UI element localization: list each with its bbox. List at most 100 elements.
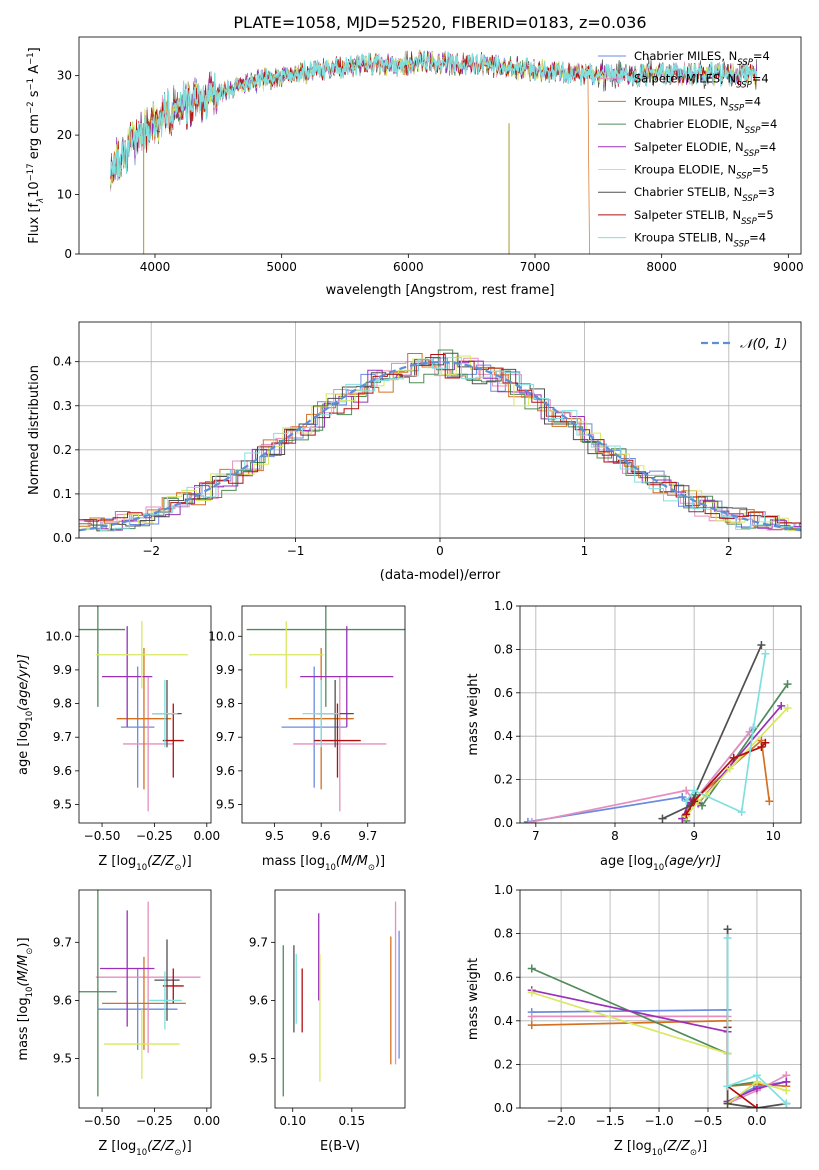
- x-tick-label: 0.00: [193, 1114, 220, 1128]
- y-tick-label: 9.5: [53, 1052, 72, 1066]
- y-tick-label: 1.0: [494, 599, 513, 613]
- spectrum-plot-area: [110, 49, 758, 254]
- y-tick-label: 0.8: [494, 642, 513, 656]
- x-tick-label: 7: [532, 829, 540, 843]
- y-tick-label: 9.7: [216, 730, 235, 744]
- weight-marker: [737, 808, 746, 817]
- mass-vs-Z-y-axis-label: mass [log10(M/M⊙)]: [16, 937, 35, 1060]
- y-tick-label: 9.8: [53, 697, 72, 711]
- y-tick-label: 0.6: [494, 686, 513, 700]
- x-tick-label: 7000: [520, 260, 551, 274]
- weight-marker: [658, 814, 667, 823]
- weight-marker: [749, 723, 758, 732]
- y-tick-label: 30: [57, 69, 72, 83]
- y-tick-label: 9.9: [216, 663, 235, 677]
- weight-marker: [527, 817, 536, 823]
- x-tick-label: 10: [766, 829, 781, 843]
- weight-marker: [725, 764, 734, 773]
- weight-marker: [527, 964, 536, 973]
- y-tick-label: 9.8: [216, 697, 235, 711]
- y-tick-label: 9.7: [53, 935, 72, 949]
- age-vs-Z-y-axis-label: age [log10(age/yr)]: [16, 654, 35, 775]
- x-tick-label: 9.5: [265, 829, 284, 843]
- mass-vs-ebv-frame: [274, 889, 406, 1109]
- legend-entry-label: Salpeter MILES, NSSP=4: [634, 72, 769, 91]
- weight-marker: [682, 797, 691, 806]
- residuals-plot-area: [79, 349, 801, 532]
- x-tick-label: 5000: [266, 260, 297, 274]
- spectrum-line-8: [110, 51, 758, 181]
- x-tick-label: 0.0: [747, 1114, 766, 1128]
- x-tick-label: 8000: [646, 260, 677, 274]
- weight-marker: [690, 797, 699, 806]
- mass-weight-vs-Z-frame: [519, 889, 802, 1109]
- residuals-x-axis-label: (data-model)/error: [380, 568, 501, 583]
- mass-vs-ebv-plot-area: [282, 901, 400, 1097]
- y-tick-label: 0.0: [494, 1101, 513, 1115]
- mass-weight-vs-Z-y-axis-label: mass weight: [466, 958, 481, 1040]
- x-tick-label: 1: [581, 544, 589, 558]
- y-tick-label: 9.6: [53, 993, 72, 1007]
- y-tick-label: 9.7: [249, 935, 268, 949]
- y-tick-label: 9.5: [249, 1052, 268, 1066]
- y-tick-label: 10.0: [208, 629, 235, 643]
- y-tick-label: 0.0: [53, 531, 72, 545]
- y-tick-label: 0.4: [494, 729, 513, 743]
- y-tick-label: 0: [64, 247, 72, 261]
- weight-marker: [783, 680, 792, 689]
- mass-weight-vs-Z-plot-area: [527, 925, 791, 1108]
- y-tick-label: 0.4: [53, 355, 72, 369]
- y-tick-label: 0.1: [53, 487, 72, 501]
- weight-marker: [752, 1071, 761, 1080]
- x-tick-label: 2: [725, 544, 733, 558]
- mass-vs-Z-plot-area: [79, 890, 201, 1097]
- mass-vs-ebv-axes: 0.10 0.15 9.5 9.6 9.7: [249, 889, 406, 1128]
- legend-entry-label: Kroupa ELODIE, NSSP=5: [634, 163, 769, 182]
- x-tick-label: 0.10: [279, 1114, 306, 1128]
- x-tick-label: −2.0: [547, 1114, 576, 1128]
- age-vs-Z-x-axis-label: Z [log10(Z/Z⊙)]: [98, 854, 191, 873]
- y-tick-label: 20: [57, 128, 72, 142]
- mass-weight-vs-age-axes: 7 8 9 10 0.0 0.2 0.4 0.6 0.8 1.0: [494, 599, 802, 843]
- x-tick-label: 9000: [773, 260, 804, 274]
- histogram-step-line-4: [79, 357, 801, 531]
- weight-marker: [527, 988, 536, 997]
- weight-marker: [783, 703, 792, 712]
- y-tick-label: 0.6: [494, 970, 513, 984]
- weight-line-7: [726, 1027, 758, 1108]
- y-tick-label: 9.6: [53, 764, 72, 778]
- x-tick-label: 9.6: [312, 829, 331, 843]
- mass-weight-vs-Z-axes: −2.0 −1.5 −1.0 −0.5 0.0 0.0 0.2 0.4 0.6 0.8 1.0: [494, 883, 802, 1128]
- legend-entry-label: Kroupa MILES, NSSP=4: [634, 94, 761, 113]
- y-tick-label: 10.0: [45, 629, 72, 643]
- histogram-step-line-5: [80, 355, 801, 532]
- weight-marker: [678, 792, 687, 801]
- x-tick-label: −1: [287, 544, 305, 558]
- legend-entry-label: Salpeter STELIB, NSSP=5: [634, 208, 774, 227]
- mass-weight-vs-Z-x-axis-label: Z [log10(Z/Z⊙)]: [614, 1139, 707, 1158]
- y-tick-label: 9.9: [53, 663, 72, 677]
- y-tick-label: 0.0: [494, 816, 513, 830]
- age-vs-mass-frame: [241, 605, 406, 824]
- weight-marker: [723, 925, 732, 934]
- histogram-step-line-3: [79, 349, 801, 531]
- mass-weight-vs-age-x-axis-label: age [log10(age/yr)]: [600, 854, 721, 873]
- mass-vs-Z-frame: [78, 889, 212, 1109]
- weight-line-8: [726, 938, 787, 1105]
- weight-marker: [690, 786, 699, 795]
- x-tick-label: 6000: [393, 260, 424, 274]
- age-vs-Z-plot-area: [79, 606, 188, 812]
- x-tick-label: 0.00: [193, 829, 220, 843]
- weight-marker: [729, 753, 738, 762]
- x-tick-label: −0.50: [84, 829, 121, 843]
- y-tick-label: 9.5: [53, 797, 72, 811]
- weight-marker: [757, 641, 766, 650]
- mass-weight-vs-age-plot-area: [523, 641, 792, 823]
- weight-marker: [752, 1104, 761, 1108]
- x-tick-label: −2: [142, 544, 160, 558]
- weight-marker: [723, 1082, 732, 1091]
- legend-entry-label: Chabrier ELODIE, NSSP=4: [634, 117, 777, 136]
- x-tick-label: −1.0: [644, 1114, 673, 1128]
- mass-weight-vs-age-y-axis-label: mass weight: [466, 673, 481, 755]
- weight-marker: [527, 1012, 536, 1021]
